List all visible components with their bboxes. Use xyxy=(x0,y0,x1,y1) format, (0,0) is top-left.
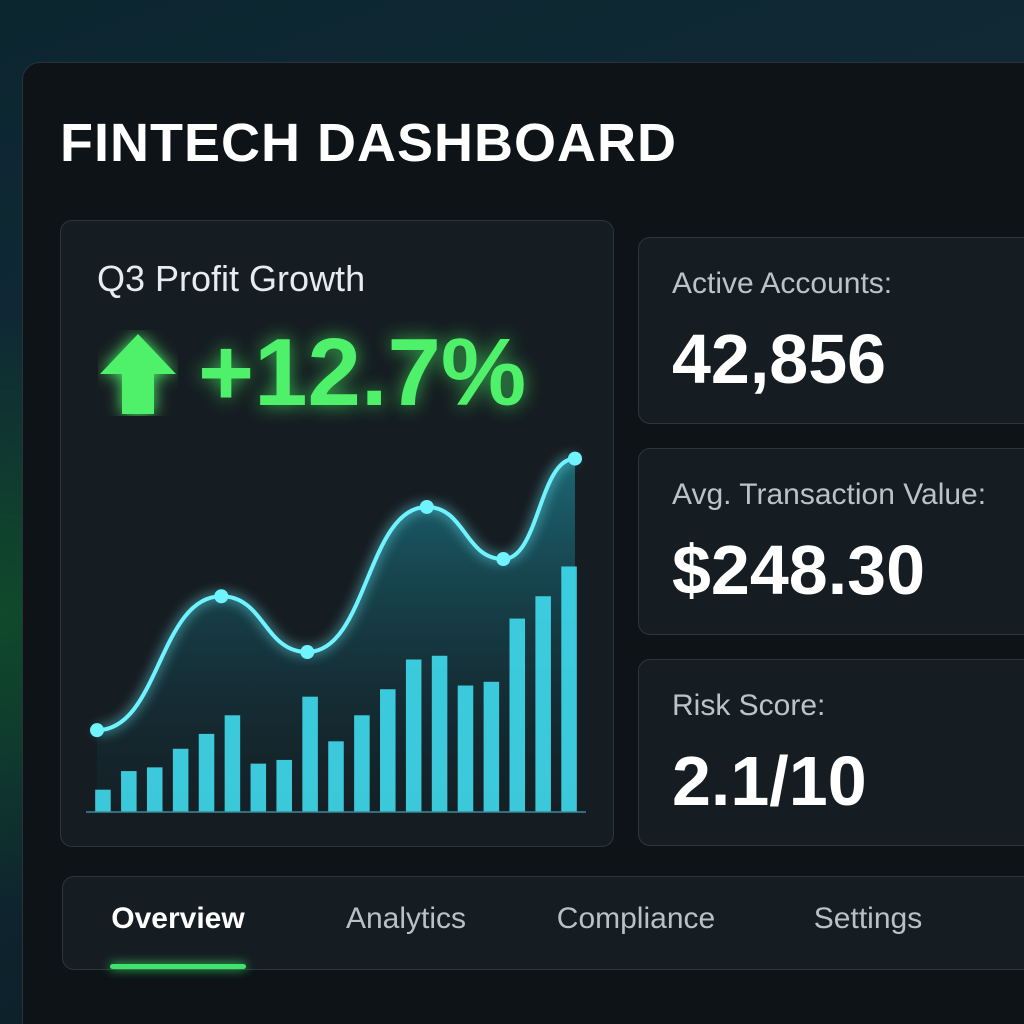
bar xyxy=(224,715,241,812)
bar xyxy=(302,696,318,812)
stat-label: Avg. Transaction Value: xyxy=(672,478,987,511)
up-arrow xyxy=(100,334,176,414)
line-point xyxy=(90,723,104,738)
tab[interactable]: Compliance xyxy=(556,902,716,935)
tab[interactable]: Overview xyxy=(111,902,245,935)
bar xyxy=(121,771,137,812)
bar xyxy=(561,566,577,812)
bar xyxy=(535,596,551,812)
line-point xyxy=(214,589,229,604)
stat-label: Active Accounts: xyxy=(672,267,893,300)
profit-line xyxy=(96,456,576,733)
line-point xyxy=(496,552,511,567)
bar xyxy=(250,763,267,812)
stat-value: 2.1/10 xyxy=(672,742,867,820)
stat-value: 42,856 xyxy=(672,320,887,398)
stat-label: Risk Score: xyxy=(672,689,826,722)
stat-card xyxy=(638,448,1024,635)
profit-value: +12.7% xyxy=(198,319,527,426)
bar xyxy=(146,767,163,812)
stat-card xyxy=(638,237,1024,424)
stat-card xyxy=(638,659,1024,846)
active-tab-underline xyxy=(110,964,246,969)
line-point xyxy=(419,499,434,514)
stat-value: $248.30 xyxy=(672,531,926,609)
bar xyxy=(483,681,500,812)
tab-bar xyxy=(62,876,1024,970)
bar xyxy=(405,659,422,812)
tab[interactable]: Settings xyxy=(813,902,923,935)
bar xyxy=(431,655,448,812)
bar xyxy=(380,689,396,812)
bar xyxy=(198,733,215,812)
bar xyxy=(328,741,344,812)
bar xyxy=(95,789,111,812)
bar xyxy=(509,618,526,812)
bar xyxy=(457,685,474,812)
tab[interactable]: Analytics xyxy=(345,902,467,935)
bar xyxy=(172,748,189,812)
line-point xyxy=(300,645,315,660)
bar xyxy=(276,759,292,812)
line-area xyxy=(97,458,575,812)
profit-label: Q3 Profit Growth xyxy=(97,258,366,299)
line-point xyxy=(568,451,582,466)
dashboard-title: FINTECH DASHBOARD xyxy=(60,113,677,173)
bar xyxy=(354,715,370,812)
